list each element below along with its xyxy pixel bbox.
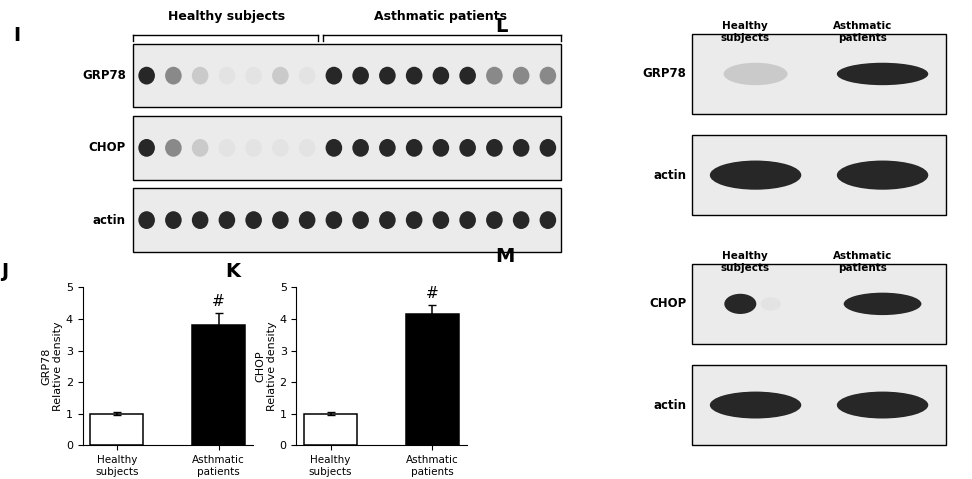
FancyBboxPatch shape: [133, 116, 561, 180]
Text: actin: actin: [92, 214, 125, 227]
Ellipse shape: [513, 67, 530, 84]
Text: #: #: [212, 294, 225, 308]
Bar: [304, 414, 357, 445]
FancyBboxPatch shape: [692, 34, 946, 114]
Ellipse shape: [298, 139, 316, 157]
Ellipse shape: [379, 67, 396, 84]
Ellipse shape: [406, 67, 423, 84]
Bar: [90, 414, 143, 445]
Text: L: L: [495, 17, 507, 36]
Ellipse shape: [513, 211, 530, 229]
Text: J: J: [1, 262, 8, 281]
Bar: [406, 314, 459, 445]
Text: actin: actin: [653, 399, 686, 411]
Text: Asthmatic
patients: Asthmatic patients: [833, 21, 892, 43]
Ellipse shape: [539, 211, 556, 229]
Bar: [192, 325, 245, 445]
FancyBboxPatch shape: [692, 135, 946, 215]
Ellipse shape: [219, 67, 235, 84]
Ellipse shape: [326, 139, 342, 157]
Ellipse shape: [761, 297, 781, 310]
Text: Healthy subjects: Healthy subjects: [168, 10, 286, 23]
Ellipse shape: [326, 211, 342, 229]
Ellipse shape: [298, 67, 316, 84]
Ellipse shape: [191, 139, 208, 157]
Text: actin: actin: [653, 169, 686, 182]
Ellipse shape: [837, 63, 928, 85]
Ellipse shape: [352, 139, 369, 157]
Text: GRP78: GRP78: [82, 69, 125, 82]
Ellipse shape: [433, 67, 449, 84]
Text: Healthy
subjects: Healthy subjects: [720, 251, 770, 273]
FancyBboxPatch shape: [133, 188, 561, 252]
FancyBboxPatch shape: [692, 264, 946, 344]
Ellipse shape: [245, 211, 261, 229]
Ellipse shape: [191, 67, 208, 84]
Ellipse shape: [406, 211, 423, 229]
Ellipse shape: [165, 211, 182, 229]
Ellipse shape: [352, 67, 369, 84]
Ellipse shape: [433, 211, 449, 229]
Ellipse shape: [460, 211, 476, 229]
Ellipse shape: [352, 211, 369, 229]
Ellipse shape: [710, 392, 801, 419]
Text: CHOP: CHOP: [88, 141, 125, 154]
Ellipse shape: [272, 211, 289, 229]
Ellipse shape: [724, 294, 756, 314]
Text: I: I: [13, 26, 20, 46]
Ellipse shape: [460, 139, 476, 157]
Y-axis label: GRP78
Relative density: GRP78 Relative density: [42, 321, 63, 411]
Ellipse shape: [191, 211, 208, 229]
Text: K: K: [226, 262, 240, 281]
Ellipse shape: [326, 67, 342, 84]
Ellipse shape: [165, 139, 182, 157]
Ellipse shape: [298, 211, 316, 229]
Ellipse shape: [486, 139, 503, 157]
Ellipse shape: [513, 139, 530, 157]
Ellipse shape: [837, 392, 928, 419]
Ellipse shape: [539, 139, 556, 157]
Ellipse shape: [379, 139, 396, 157]
Text: #: #: [426, 285, 438, 301]
Ellipse shape: [723, 63, 787, 85]
Ellipse shape: [219, 139, 235, 157]
Ellipse shape: [837, 160, 928, 190]
Ellipse shape: [138, 211, 155, 229]
Ellipse shape: [165, 67, 182, 84]
Text: M: M: [495, 247, 514, 266]
FancyBboxPatch shape: [133, 44, 561, 107]
Ellipse shape: [710, 160, 801, 190]
Y-axis label: CHOP
Relative density: CHOP Relative density: [256, 321, 277, 411]
Ellipse shape: [539, 67, 556, 84]
Ellipse shape: [460, 67, 476, 84]
Ellipse shape: [433, 139, 449, 157]
Ellipse shape: [219, 211, 235, 229]
FancyBboxPatch shape: [692, 365, 946, 445]
Ellipse shape: [379, 211, 396, 229]
Ellipse shape: [138, 139, 155, 157]
Ellipse shape: [406, 139, 423, 157]
Text: CHOP: CHOP: [649, 297, 686, 310]
Text: Healthy
subjects: Healthy subjects: [720, 21, 770, 43]
Ellipse shape: [272, 139, 289, 157]
Text: GRP78: GRP78: [642, 68, 686, 80]
Ellipse shape: [272, 67, 289, 84]
Text: Asthmatic patients: Asthmatic patients: [374, 10, 507, 23]
Text: Asthmatic
patients: Asthmatic patients: [833, 251, 892, 273]
Ellipse shape: [486, 67, 503, 84]
Ellipse shape: [138, 67, 155, 84]
Ellipse shape: [245, 67, 261, 84]
Ellipse shape: [486, 211, 503, 229]
Ellipse shape: [844, 293, 921, 315]
Ellipse shape: [245, 139, 261, 157]
